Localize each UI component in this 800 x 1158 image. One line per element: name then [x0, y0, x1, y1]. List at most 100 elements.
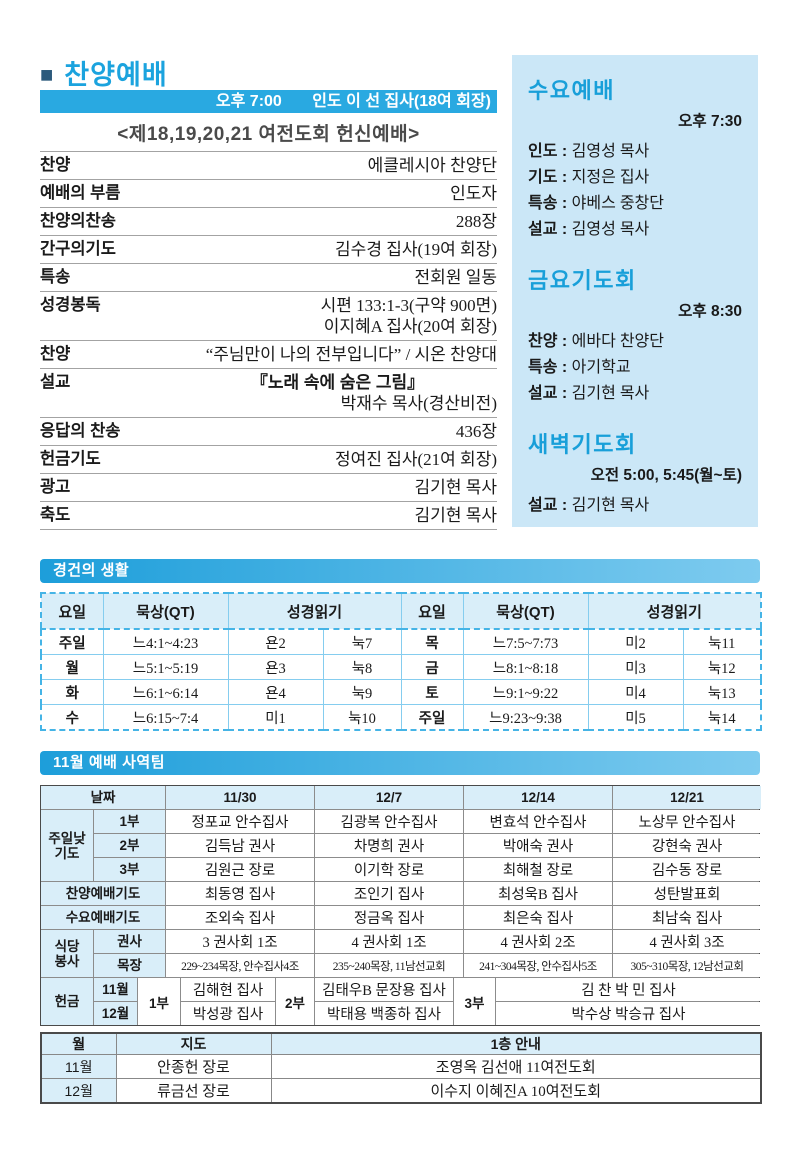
person-cell: 최해철 장로	[464, 858, 612, 881]
panel-item: 인도 : 김영성 목사	[528, 139, 744, 165]
order-row: 예배의 부름 인도자	[40, 180, 497, 208]
panel-item: 특송 : 아기학교	[528, 355, 744, 381]
order-value: 김기현 목사	[414, 506, 497, 525]
qt-cell: 느8:1~8:18	[462, 654, 589, 680]
floor-cell: 이수지 이혜진A 10여전도회	[270, 1078, 762, 1104]
panel-section-friday: 금요기도회 오후 8:30 찬양 : 에바다 찬양단 특송 : 아기학교 설교 …	[526, 263, 744, 407]
devotion-header-row: 요일 묵상(QT) 성경읽기 요일 묵상(QT) 성경읽기	[40, 592, 762, 630]
reading-cell: 욘2	[227, 628, 324, 655]
order-value: 288장	[455, 212, 497, 231]
col-header-reading: 성경읽기	[587, 592, 762, 630]
dining-sub-label: 권사	[94, 930, 165, 953]
reading-cell: 눅10	[322, 704, 402, 731]
row-label-sunday-prayer: 주일낮 기도	[41, 810, 93, 881]
panel-item-value: 김영성 목사	[571, 221, 650, 238]
month-cell: 12월	[40, 1078, 117, 1104]
order-row: 광고 김기현 목사	[40, 474, 497, 502]
panel-item: 특송 : 야베스 중창단	[528, 191, 744, 217]
praise-time: 오후 7:00	[215, 93, 282, 110]
panel-item-label: 인도 :	[528, 143, 568, 160]
order-label: 광고	[40, 478, 71, 496]
order-row: 찬양 에클레시아 찬양단	[40, 152, 497, 180]
info-row: 12월 류금선 장로 이수지 이혜진A 10여전도회	[40, 1078, 762, 1104]
qt-cell: 느6:15~7:4	[102, 704, 229, 731]
reading-cell: 미2	[587, 628, 684, 655]
panel-section-title: 새벽기도회	[528, 432, 637, 457]
dedication-subtitle: <제18,19,20,21 여전도회 헌신예배>	[117, 124, 420, 145]
floor-guide-table: 월 지도 1층 안내 11월 안종헌 장로 조영옥 김선애 11여전도회 12월…	[40, 1032, 762, 1104]
info-header-row: 월 지도 1층 안내	[40, 1032, 762, 1055]
person-cell: 박성광 집사	[181, 1002, 275, 1025]
day-cell: 목	[400, 628, 464, 655]
qt-cell: 느4:1~4:23	[102, 628, 229, 655]
day-cell: 수	[40, 704, 104, 731]
offering-part-label: 2부	[276, 978, 314, 1025]
panel-item: 기도 : 지정은 집사	[528, 165, 744, 191]
reading-cell: 미5	[587, 704, 684, 731]
panel-section-time: 오후 7:30	[678, 113, 742, 130]
panel-item-label: 찬양 :	[528, 333, 568, 350]
reading-cell: 욘3	[227, 654, 324, 680]
dining-cell: 305~310목장, 12남선교회	[613, 954, 761, 977]
panel-item-label: 특송 :	[528, 359, 568, 376]
square-bullet-icon: ■	[40, 62, 55, 87]
order-label: 찬양	[40, 156, 71, 174]
midweek-services-panel: 수요예배 오후 7:30 인도 : 김영성 목사 기도 : 지정은 집사 특송 …	[512, 55, 758, 527]
person-cell: 조인기 집사	[315, 882, 463, 905]
date-cell: 12/7	[315, 786, 463, 809]
qt-cell: 느6:1~6:14	[102, 679, 229, 705]
panel-item-value: 아기학교	[571, 359, 631, 376]
order-label: 간구의기도	[40, 240, 116, 258]
month-cell: 11월	[40, 1054, 117, 1079]
offering-part-label: 1부	[138, 978, 180, 1025]
order-value: 전회원 일동	[414, 268, 497, 287]
praise-time-bar: 오후 7:00 인도 이 선 집사(18여 회장)	[40, 90, 497, 113]
person-cell: 김광복 안수집사	[315, 810, 463, 833]
reading-cell: 눅11	[682, 628, 762, 655]
guide-cell: 안종헌 장로	[115, 1054, 272, 1079]
panel-item-label: 기도 :	[528, 169, 568, 186]
panel-item: 설교 : 김영성 목사	[528, 217, 744, 243]
panel-item: 설교 : 김기현 목사	[528, 381, 744, 407]
dining-sub-label: 목장	[94, 954, 165, 977]
day-cell: 토	[400, 679, 464, 705]
order-row-sermon: 설교 『노래 속에 숨은 그림』 박재수 목사(경산비전)	[40, 369, 497, 418]
day-cell: 화	[40, 679, 104, 705]
info-row: 11월 안종헌 장로 조영옥 김선애 11여전도회	[40, 1054, 762, 1079]
col-header-floor: 1층 안내	[270, 1032, 762, 1055]
person-cell: 정포교 안수집사	[166, 810, 314, 833]
order-row: 찬양 “주님만이 나의 전부입니다” / 시온 찬양대	[40, 341, 497, 369]
dining-cell: 4 권사회 3조	[613, 930, 761, 953]
day-cell: 월	[40, 654, 104, 680]
reading-cell: 욘4	[227, 679, 324, 705]
col-header-month: 월	[40, 1032, 117, 1055]
dining-cell: 229~234목장, 안수집사4조	[166, 954, 314, 977]
person-cell: 정금옥 집사	[315, 906, 463, 929]
dining-cell: 4 권사회 2조	[464, 930, 612, 953]
ministry-team-grid: 날짜 11/30 12/7 12/14 12/21 주일낮 기도 1부 정포교 …	[40, 785, 761, 1026]
person-cell: 이기학 장로	[315, 858, 463, 881]
person-cell: 김원근 장로	[166, 858, 314, 881]
dining-cell: 235~240목장, 11남선교회	[315, 954, 463, 977]
person-cell: 김태우B 문장용 집사	[315, 978, 453, 1001]
person-cell: 강현숙 권사	[613, 834, 761, 857]
order-row: 축도 김기현 목사	[40, 502, 497, 530]
qt-cell: 느9:23~9:38	[462, 704, 589, 731]
date-cell: 11/30	[166, 786, 314, 809]
order-row: 특송 전회원 일동	[40, 264, 497, 292]
order-value: 김기현 목사	[414, 478, 497, 497]
order-row: 성경봉독 시편 133:1-3(구약 900면) 이지혜A 집사(20여 회장)	[40, 292, 497, 341]
date-cell: 12/21	[613, 786, 761, 809]
panel-item-value: 야베스 중창단	[571, 195, 664, 212]
order-value-line2: 이지혜A 집사(20여 회장)	[323, 317, 497, 336]
reading-cell: 미3	[587, 654, 684, 680]
panel-section-title: 수요예배	[528, 78, 615, 103]
qt-cell: 느7:5~7:73	[462, 628, 589, 655]
devotion-row: 수 느6:15~7:4 미1 눅10 주일 느9:23~9:38 미5 눅14	[40, 704, 762, 731]
order-label: 찬양의찬송	[40, 212, 116, 230]
person-cell: 변효석 안수집사	[464, 810, 612, 833]
qt-cell: 느9:1~9:22	[462, 679, 589, 705]
panel-item-label: 특송 :	[528, 195, 568, 212]
order-label: 축도	[40, 506, 71, 524]
